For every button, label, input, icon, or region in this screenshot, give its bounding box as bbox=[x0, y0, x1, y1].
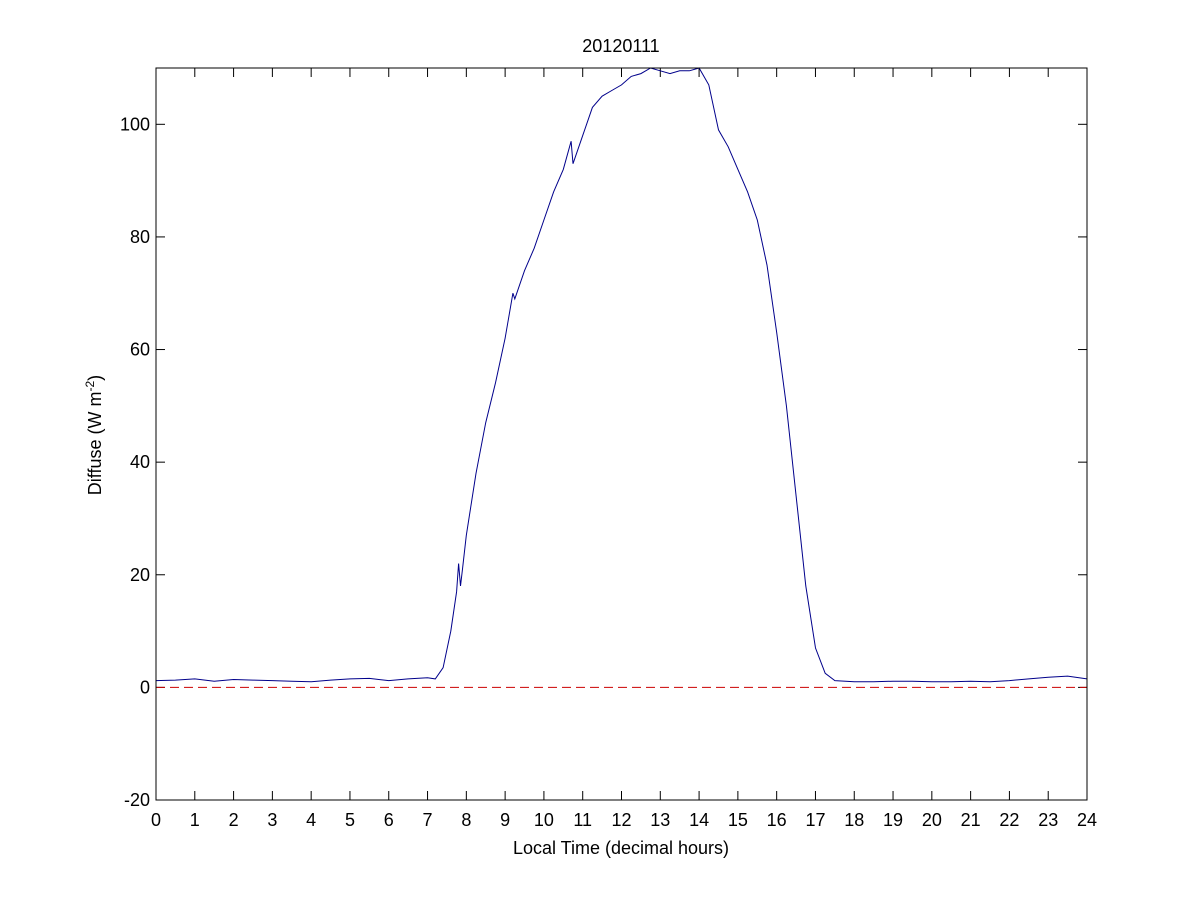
x-tick-label: 17 bbox=[805, 810, 825, 830]
x-tick-label: 15 bbox=[728, 810, 748, 830]
x-tick-label: 6 bbox=[384, 810, 394, 830]
chart-title: 20120111 bbox=[582, 36, 659, 56]
x-tick-label: 22 bbox=[999, 810, 1019, 830]
y-axis-label-main: Diffuse (W m bbox=[85, 391, 105, 495]
x-tick-label: 1 bbox=[190, 810, 200, 830]
x-tick-label: 5 bbox=[345, 810, 355, 830]
y-tick-label: 40 bbox=[130, 452, 150, 472]
x-tick-label: 8 bbox=[461, 810, 471, 830]
x-tick-label: 21 bbox=[961, 810, 981, 830]
x-tick-label: 20 bbox=[922, 810, 942, 830]
x-tick-label: 4 bbox=[306, 810, 316, 830]
y-axis-label-close: ) bbox=[85, 375, 105, 381]
y-tick-label: 100 bbox=[120, 114, 150, 134]
y-tick-label: 20 bbox=[130, 565, 150, 585]
x-tick-labels: 0 1 2 3 4 5 6 7 8 9 10 11 12 13 14 15 16 17 18 19 20 21 22 23 24 bbox=[151, 810, 1097, 830]
x-tick-label: 14 bbox=[689, 810, 709, 830]
x-tick-label: 16 bbox=[767, 810, 787, 830]
y-tick-label: 60 bbox=[130, 340, 150, 360]
y-tick-label: 0 bbox=[140, 677, 150, 697]
y-axis-label-superscript: -2 bbox=[83, 380, 97, 391]
plot-area-frame bbox=[155, 67, 1088, 801]
y-tick-labels: -20 0 20 40 60 80 100 bbox=[120, 114, 150, 810]
x-tick-label: 24 bbox=[1077, 810, 1097, 830]
x-tick-label: 7 bbox=[423, 810, 433, 830]
x-tick-label: 2 bbox=[229, 810, 239, 830]
x-tick-label: 9 bbox=[500, 810, 510, 830]
x-tick-label: 13 bbox=[650, 810, 670, 830]
x-tick-label: 18 bbox=[844, 810, 864, 830]
y-tick-label: 80 bbox=[130, 227, 150, 247]
x-tick-label: 19 bbox=[883, 810, 903, 830]
x-tick-label: 3 bbox=[267, 810, 277, 830]
x-tick-label: 0 bbox=[151, 810, 161, 830]
x-tick-label: 12 bbox=[611, 810, 631, 830]
y-tick-label: -20 bbox=[124, 790, 150, 810]
x-tick-label: 11 bbox=[573, 810, 592, 830]
x-tick-label: 23 bbox=[1038, 810, 1058, 830]
axis-ticks bbox=[155, 68, 1088, 801]
x-axis-label: Local Time (decimal hours) bbox=[513, 838, 729, 858]
series-line-diffuse bbox=[155, 67, 1088, 683]
x-tick-label: 10 bbox=[534, 810, 554, 830]
y-axis-label: Diffuse (W m-2) bbox=[83, 375, 105, 495]
